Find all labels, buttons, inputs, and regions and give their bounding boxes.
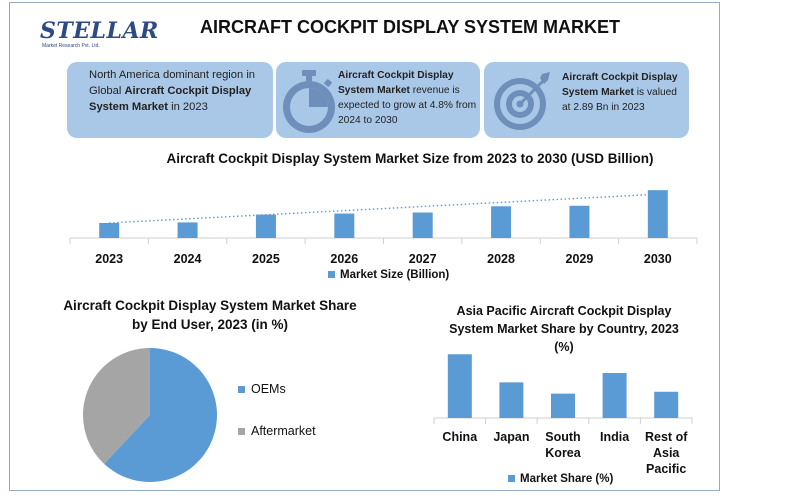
x-tick-label: 2028 xyxy=(487,252,515,266)
end-user-chart-title: Aircraft Cockpit Display System Market S… xyxy=(63,298,357,332)
market-size-bar xyxy=(647,190,668,238)
pie-legend-oems: OEMs xyxy=(238,382,286,396)
info-text-value: Aircraft Cockpit Display System Market i… xyxy=(562,70,682,115)
pie-slice-aftermarket xyxy=(83,348,150,464)
info-text-growth: Aircraft Cockpit Display System Market r… xyxy=(338,68,480,128)
market-size-chart: 2023 2024 2025 2026 2027 2028 2029 2030 Market S… xyxy=(69,190,698,281)
market-size-bar xyxy=(177,222,198,238)
info-text-value-post: is valued at 2.89 Bn in 2023 xyxy=(562,87,677,113)
market-size-bar xyxy=(412,212,433,238)
info-text-growth-post: revenue is expected to grow at 4.8% from… xyxy=(338,85,477,126)
info-text-region-bold: Aircraft Cockpit Display System Market xyxy=(89,85,252,113)
info-text-region: North America dominant region in Global … xyxy=(89,67,269,115)
logo-word: STELLAR xyxy=(40,18,159,44)
legend-swatch xyxy=(328,271,335,278)
market-size-bar xyxy=(255,214,276,238)
legend-label: Market Share (%) xyxy=(520,473,613,485)
country-bar xyxy=(654,391,679,418)
info-text-value-bold: Aircraft Cockpit Display System Market xyxy=(562,72,678,98)
info-text-growth-bold: Aircraft Cockpit Display System Market xyxy=(338,70,454,96)
country-bar xyxy=(499,382,524,418)
pie-legend-oems-swatch xyxy=(238,386,245,394)
pie-legend-aftermarket: Aftermarket xyxy=(238,424,316,438)
info-box-growth: Aircraft Cockpit Display System Market r… xyxy=(276,62,480,138)
legend-label: Market Size (Billion) xyxy=(340,269,449,281)
market-size-bar xyxy=(569,205,590,238)
country-bar xyxy=(551,393,575,418)
logo-subtitle: Market Research Pvt. Ltd. xyxy=(42,43,100,49)
info-text-region-pre: North America dominant region in Global xyxy=(89,69,256,97)
pie-slice-oems xyxy=(104,348,218,482)
x-tick-label: Japan xyxy=(493,430,529,444)
country-bar xyxy=(447,354,472,418)
info-box-region: North America dominant region in Global … xyxy=(67,62,273,138)
market-size-chart-title: Aircraft Cockpit Display System Market S… xyxy=(166,151,654,166)
info-text-region-post: in 2023 xyxy=(167,101,208,113)
x-tick-label: 2023 xyxy=(95,252,123,266)
x-tick-label: China xyxy=(442,430,478,444)
x-tick-label: South Korea xyxy=(545,430,581,460)
stellar-logo: STELLAR Market Research Pvt. Ltd. xyxy=(38,12,158,52)
asia-pacific-chart: China Japan South Korea India Rest of Asia Paci… xyxy=(433,354,693,485)
country-bar xyxy=(602,373,627,418)
x-tick-label: 2026 xyxy=(330,252,358,266)
pie-legend-aftermarket-swatch xyxy=(238,428,245,436)
market-size-bar xyxy=(491,206,512,238)
end-user-pie-chart xyxy=(83,348,218,482)
x-tick-label: India xyxy=(600,430,630,444)
page-title: AIRCRAFT COCKPIT DISPLAY SYSTEM MARKET xyxy=(200,17,621,37)
x-tick-label: 2024 xyxy=(174,252,202,266)
pie-legend-aftermarket-label: Aftermarket xyxy=(251,424,316,438)
market-size-bar xyxy=(99,222,120,238)
x-tick-label: 2029 xyxy=(566,252,594,266)
info-box-value: Aircraft Cockpit Display System Market i… xyxy=(484,62,689,138)
target-icon xyxy=(494,72,550,130)
legend-swatch xyxy=(508,475,515,482)
asia-pacific-chart-title: Asia Pacific Aircraft Cockpit Display Sy… xyxy=(449,304,679,354)
x-tick-label: Rest of Asia Pacific xyxy=(645,430,688,476)
x-tick-label: 2030 xyxy=(644,252,672,266)
x-tick-label: 2027 xyxy=(409,252,437,266)
market-size-bar xyxy=(334,213,355,238)
x-tick-label: 2025 xyxy=(252,252,280,266)
stopwatch-icon xyxy=(283,70,335,133)
pie-legend-oems-label: OEMs xyxy=(251,382,286,396)
